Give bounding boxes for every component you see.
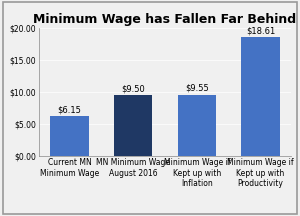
Bar [114, 95, 152, 156]
Bar [178, 95, 216, 156]
Title: Minimum Wage has Fallen Far Behind: Minimum Wage has Fallen Far Behind [33, 13, 297, 25]
Text: $18.61: $18.61 [246, 26, 275, 35]
Bar [50, 116, 88, 156]
Text: $9.55: $9.55 [185, 84, 209, 93]
Text: $9.50: $9.50 [121, 84, 145, 93]
Bar [242, 37, 280, 156]
Text: $6.15: $6.15 [58, 105, 82, 114]
